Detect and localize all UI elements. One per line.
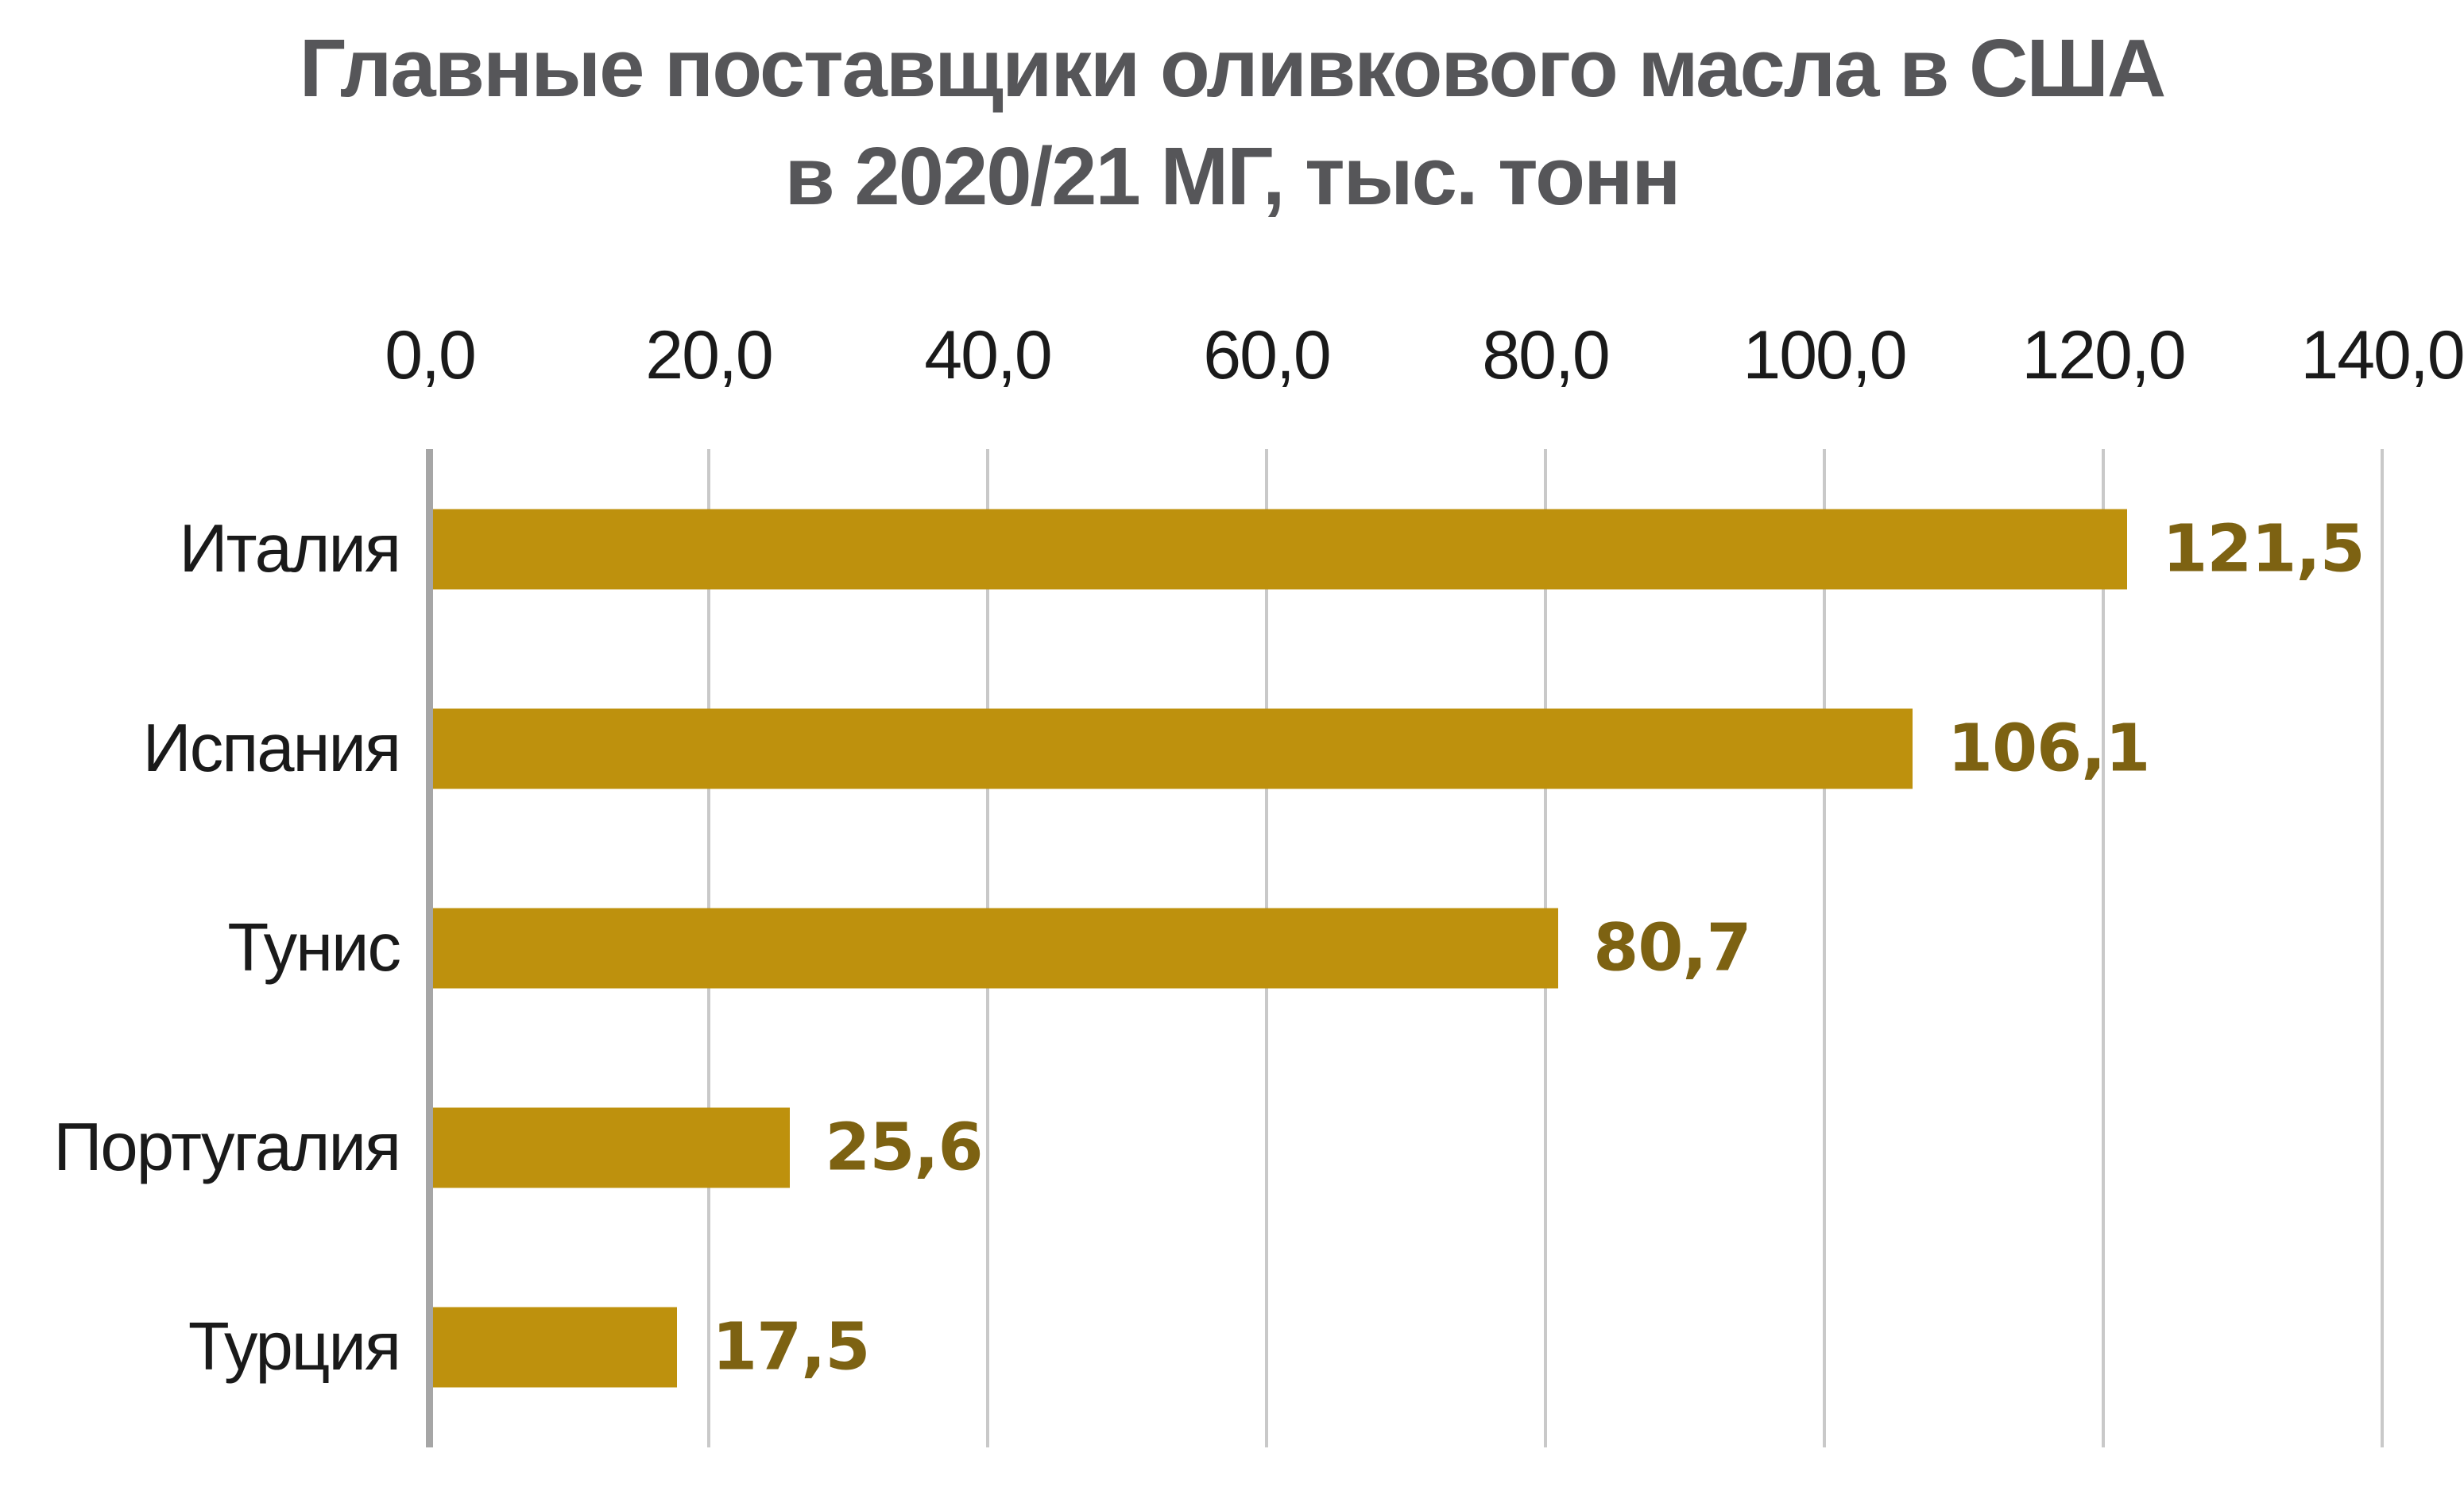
x-tick-label-20: 20,0 <box>645 317 773 393</box>
x-tick-label-0: 0,0 <box>385 317 477 393</box>
x-tick-label-40: 40,0 <box>924 317 1052 393</box>
y-axis-line <box>426 449 433 1447</box>
bar-value-label: 121,5 <box>2162 511 2365 587</box>
chart-title: Главные поставщики оливкового масла в СШ… <box>0 14 2464 231</box>
bar <box>433 1307 678 1388</box>
chart-title-line-1: Главные поставщики оливкового масла в СШ… <box>299 22 2167 114</box>
bar <box>433 708 1913 789</box>
bar-row-4: Португалия 25,6 <box>0 1048 2464 1248</box>
x-tick-label-120: 120,0 <box>2021 317 2186 393</box>
x-tick-label-100: 100,0 <box>1743 317 1907 393</box>
bar-row-3: Тунис 80,7 <box>0 848 2464 1048</box>
gridline-x-120 <box>2102 449 2105 1447</box>
category-label: Португалия <box>53 1110 401 1186</box>
bar-row-5: Турция 17,5 <box>0 1248 2464 1447</box>
bar-row-2: Испания 106,1 <box>0 649 2464 848</box>
bar-value-label: 17,5 <box>712 1309 870 1385</box>
gridline-x-100 <box>1823 449 1826 1447</box>
category-label: Испания <box>142 710 401 786</box>
category-label: Италия <box>179 510 401 587</box>
gridline-x-140 <box>2381 449 2384 1447</box>
x-tick-label-60: 60,0 <box>1203 317 1331 393</box>
bar <box>433 509 2128 590</box>
bar-value-label: 80,7 <box>1593 910 1751 986</box>
bar-value-label: 25,6 <box>825 1110 983 1186</box>
bar-value-label: 106,1 <box>1948 711 2150 787</box>
x-tick-label-140: 140,0 <box>2300 317 2464 393</box>
bar-row-1: Италия 121,5 <box>0 449 2464 649</box>
bar <box>433 1107 791 1188</box>
category-label: Турция <box>188 1309 401 1385</box>
category-label: Тунис <box>227 909 401 986</box>
bar <box>433 908 1559 989</box>
x-tick-label-80: 80,0 <box>1482 317 1610 393</box>
chart-title-line-2: в 2020/21 МГ, тыс. тонн <box>784 130 1681 222</box>
